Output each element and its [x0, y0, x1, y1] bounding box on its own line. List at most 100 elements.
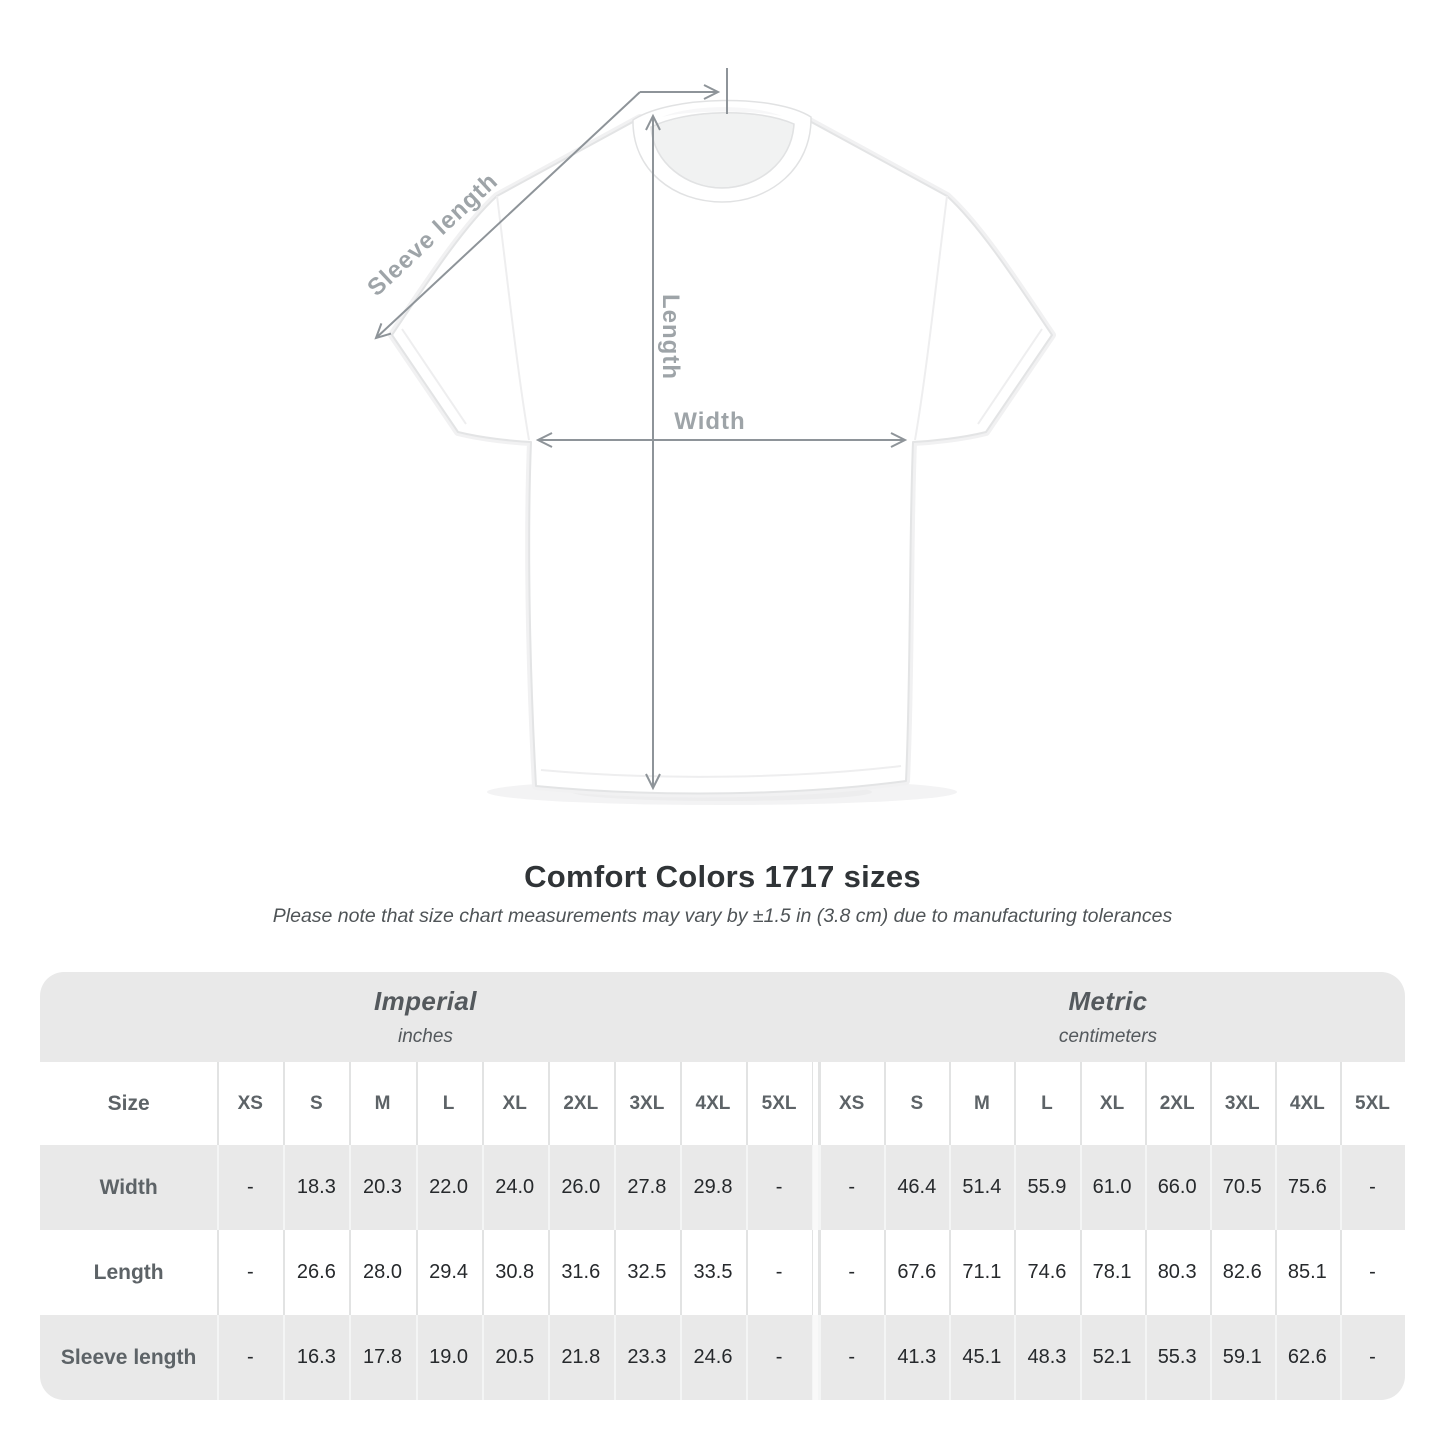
value-cell: 31.6 — [548, 1230, 614, 1315]
right-shoulder-seam — [914, 195, 948, 441]
value-cell: 19.0 — [416, 1315, 482, 1400]
size-col-header: M — [949, 1062, 1014, 1145]
value-cell: 29.8 — [680, 1145, 746, 1230]
collar-band — [632, 99, 812, 203]
imperial-metric-divider — [812, 1315, 820, 1400]
value-cell: - — [819, 1230, 884, 1315]
tshirt-diagram-svg: Sleeve length Length Width — [362, 68, 1056, 805]
imperial-metric-divider — [812, 1145, 820, 1230]
value-cell: 71.1 — [949, 1230, 1014, 1315]
hem-seam — [540, 765, 902, 778]
size-col-header: XL — [482, 1062, 548, 1145]
value-cell: 27.8 — [614, 1145, 680, 1230]
size-col-header: M — [349, 1062, 415, 1145]
size-chart-table: Imperial inches Metric centimeters Size X… — [40, 972, 1405, 1400]
value-cell: 20.3 — [349, 1145, 415, 1230]
tolerance-note: Please note that size chart measurements… — [272, 905, 1173, 927]
length-arrowhead-bottom — [645, 773, 661, 791]
value-cell: - — [819, 1145, 884, 1230]
value-cell: 29.4 — [416, 1230, 482, 1315]
value-cell: 74.6 — [1014, 1230, 1079, 1315]
length-label: Length — [657, 294, 684, 380]
value-cell: 41.3 — [884, 1315, 949, 1400]
size-col-header: 3XL — [1210, 1062, 1275, 1145]
imperial-label: Imperial — [374, 986, 477, 1016]
metric-label: Metric — [1068, 986, 1148, 1016]
imperial-metric-divider — [812, 1062, 820, 1145]
right-cuff-seam — [977, 328, 1043, 425]
value-cell: 75.6 — [1275, 1145, 1340, 1230]
value-cell: 17.8 — [349, 1315, 415, 1400]
value-cell: 28.0 — [349, 1230, 415, 1315]
size-col-header: L — [1014, 1062, 1079, 1145]
table-row: Length -26.6 28.0 29.4 30.8 31.6 32.5 33.5- -67.… — [40, 1230, 1405, 1315]
size-col-header: XS — [217, 1062, 283, 1145]
value-cell: 61.0 — [1080, 1145, 1145, 1230]
size-header-row: Size XS S M L XL 2XL 3XL 4XL 5XL XS S M L XL 2XL 3XL 4XL 5… — [40, 1062, 1405, 1145]
value-cell: 59.1 — [1210, 1315, 1275, 1400]
size-col-header: S — [884, 1062, 949, 1145]
value-cell: 16.3 — [283, 1315, 349, 1400]
value-cell: 62.6 — [1275, 1315, 1340, 1400]
size-table-grid: Size XS S M L XL 2XL 3XL 4XL 5XL XS S M L XL 2XL 3XL 4XL 5… — [40, 1062, 1405, 1400]
size-col-header: XS — [819, 1062, 884, 1145]
value-cell: - — [1340, 1315, 1405, 1400]
imperial-section-header: Imperial inches — [40, 972, 811, 1062]
value-cell: 30.8 — [482, 1230, 548, 1315]
size-col-header: 2XL — [548, 1062, 614, 1145]
size-corner-header: Size — [107, 1091, 150, 1115]
metric-unit-label: centimeters — [1058, 1026, 1158, 1047]
size-col-header: XL — [1080, 1062, 1145, 1145]
row-label: Sleeve length — [60, 1345, 197, 1369]
value-cell: 55.9 — [1014, 1145, 1079, 1230]
units-header-row: Imperial inches Metric centimeters — [40, 972, 1405, 1062]
metric-section-header: Metric centimeters — [811, 972, 1405, 1062]
value-cell: - — [746, 1315, 812, 1400]
size-col-header: 4XL — [1275, 1062, 1340, 1145]
sleeve-arrow-line — [375, 91, 641, 339]
value-cell: 66.0 — [1145, 1145, 1210, 1230]
value-cell: - — [217, 1315, 283, 1400]
left-shoulder-seam — [496, 195, 530, 441]
value-cell: 24.6 — [680, 1315, 746, 1400]
value-cell: 67.6 — [884, 1230, 949, 1315]
value-cell: 23.3 — [614, 1315, 680, 1400]
value-cell: 78.1 — [1080, 1230, 1145, 1315]
value-cell: - — [746, 1230, 812, 1315]
value-cell: 52.1 — [1080, 1315, 1145, 1400]
size-col-header: S — [283, 1062, 349, 1145]
value-cell: 26.6 — [283, 1230, 349, 1315]
value-cell: 24.0 — [482, 1145, 548, 1230]
value-cell: 46.4 — [884, 1145, 949, 1230]
left-cuff-seam — [401, 328, 467, 425]
value-cell: 20.5 — [482, 1315, 548, 1400]
width-arrowhead-left — [535, 432, 553, 448]
value-cell: 80.3 — [1145, 1230, 1210, 1315]
page-title: Comfort Colors 1717 sizes — [524, 859, 921, 894]
size-col-header: 4XL — [680, 1062, 746, 1145]
sleeve-ref-arrowhead — [703, 84, 721, 100]
row-label: Length — [93, 1260, 164, 1284]
width-arrowhead-right — [890, 432, 908, 448]
imperial-metric-divider — [812, 1230, 820, 1315]
sleeve-arrowhead — [374, 323, 392, 340]
measurement-arrows — [374, 68, 908, 791]
value-cell: - — [217, 1145, 283, 1230]
value-cell: 22.0 — [416, 1145, 482, 1230]
size-col-header: 5XL — [1340, 1062, 1405, 1145]
value-cell: - — [1340, 1145, 1405, 1230]
value-cell: 45.1 — [949, 1315, 1014, 1400]
value-cell: 51.4 — [949, 1145, 1014, 1230]
row-label: Width — [99, 1175, 158, 1199]
value-cell: 18.3 — [283, 1145, 349, 1230]
value-cell: - — [819, 1315, 884, 1400]
value-cell: 33.5 — [680, 1230, 746, 1315]
value-cell: 32.5 — [614, 1230, 680, 1315]
table-row: Sleeve length -16.3 17.8 19.0 20.5 21.8 23.3 24… — [40, 1315, 1405, 1400]
value-cell: 21.8 — [548, 1315, 614, 1400]
width-label: Width — [674, 408, 745, 435]
shirt-body — [391, 117, 1053, 795]
tshirt-illustration — [388, 99, 1056, 798]
imperial-unit-label: inches — [398, 1026, 453, 1047]
